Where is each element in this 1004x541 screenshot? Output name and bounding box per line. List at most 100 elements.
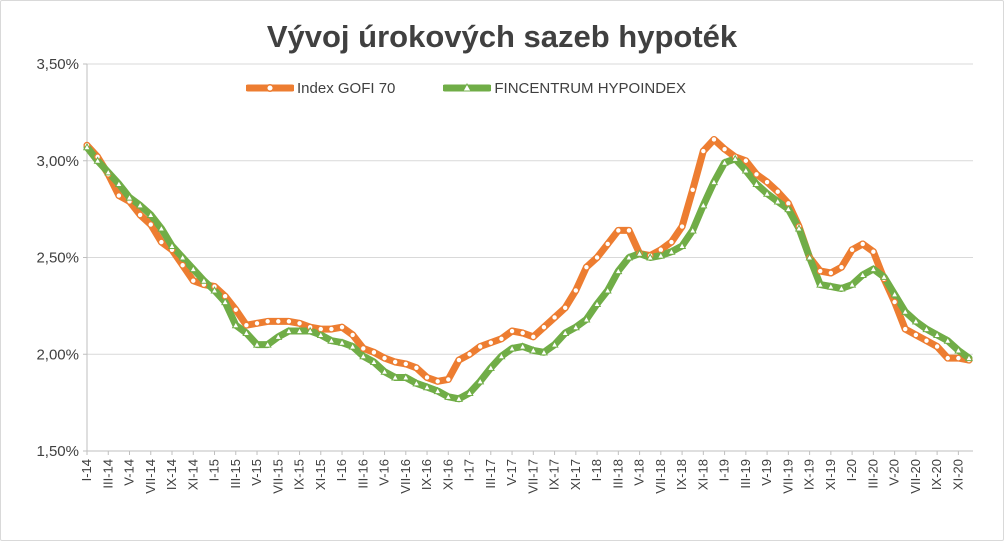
x-tick-label: IX-17 <box>547 459 562 490</box>
data-point-fincentrum <box>688 226 697 234</box>
data-point-gofi <box>583 263 590 271</box>
x-tick-label: VII-16 <box>398 459 413 494</box>
data-point-gofi <box>466 350 473 358</box>
data-point-fincentrum <box>816 280 825 288</box>
data-point-gofi <box>954 354 962 362</box>
x-tick-label: III-19 <box>738 459 753 489</box>
data-point-fincentrum <box>848 280 857 288</box>
data-point-gofi <box>444 376 452 383</box>
data-point-fincentrum <box>359 351 368 360</box>
x-tick-label: VII-14 <box>143 459 158 494</box>
data-point-fincentrum <box>93 156 102 164</box>
data-point-gofi <box>179 261 187 269</box>
data-point-gofi <box>827 269 835 277</box>
data-point-fincentrum <box>337 338 347 346</box>
chart-title: Vývoj úrokových sazeb hypoték <box>266 19 738 54</box>
data-point-gofi <box>721 145 728 153</box>
data-point-fincentrum <box>550 340 559 348</box>
data-point-fincentrum <box>476 377 485 385</box>
x-tick-label: I-19 <box>717 459 732 481</box>
data-point-gofi <box>668 238 675 246</box>
x-tick-label: I-15 <box>207 459 222 481</box>
data-point-fincentrum <box>391 373 400 381</box>
legend-marker-triangle-icon <box>443 82 492 92</box>
data-point-gofi <box>551 314 558 321</box>
data-point-gofi <box>413 364 420 372</box>
data-point-fincentrum <box>731 154 740 162</box>
data-point-fincentrum <box>401 373 410 381</box>
data-point-gofi <box>753 170 760 178</box>
data-point-fincentrum <box>380 367 389 375</box>
x-tick-label: III-14 <box>100 459 115 489</box>
x-tick-label: I-17 <box>462 459 477 481</box>
data-point-fincentrum <box>911 317 920 325</box>
data-point-fincentrum <box>231 320 240 329</box>
data-point-fincentrum <box>869 264 878 273</box>
data-point-fincentrum <box>178 253 187 261</box>
data-point-fincentrum <box>667 247 676 255</box>
data-point-fincentrum <box>699 201 708 209</box>
x-tick-label: III-18 <box>610 459 625 489</box>
x-tick-label: XI-16 <box>440 459 455 490</box>
data-point-gofi <box>115 192 123 199</box>
data-point-fincentrum <box>826 282 835 290</box>
data-point-gofi <box>349 331 357 339</box>
x-tick-label: VII-20 <box>908 459 923 494</box>
data-point-gofi <box>285 317 293 325</box>
data-point-gofi <box>391 358 399 366</box>
data-point-gofi <box>476 343 484 350</box>
data-point-gofi <box>614 227 622 234</box>
data-point-gofi <box>604 240 612 248</box>
data-point-gofi <box>901 325 909 333</box>
data-point-gofi <box>699 147 707 155</box>
data-point-gofi <box>891 298 899 306</box>
data-point-fincentrum <box>582 315 591 323</box>
data-point-fincentrum <box>933 330 942 338</box>
data-point-gofi <box>529 333 537 341</box>
data-point-fincentrum <box>167 241 177 249</box>
y-tick-label: 1,50% <box>36 443 79 460</box>
data-point-gofi <box>848 246 856 254</box>
data-point-fincentrum <box>561 328 570 337</box>
data-point-gofi <box>561 304 569 312</box>
data-point-gofi <box>264 317 272 325</box>
x-tick-label: IX-16 <box>419 459 434 490</box>
data-point-fincentrum <box>890 290 899 298</box>
data-point-gofi <box>912 331 920 339</box>
data-point-gofi <box>625 227 633 234</box>
data-point-gofi <box>933 343 941 350</box>
x-tick-label: XI-19 <box>823 459 838 490</box>
data-point-fincentrum <box>189 264 198 273</box>
data-point-gofi <box>540 323 548 331</box>
data-point-fincentrum <box>210 286 219 294</box>
data-point-gofi <box>434 377 442 385</box>
data-point-fincentrum <box>274 332 283 340</box>
data-point-fincentrum <box>104 168 113 176</box>
data-point-fincentrum <box>763 189 772 197</box>
data-point-gofi <box>774 188 782 196</box>
x-tick-label: VII-15 <box>270 459 285 494</box>
data-point-gofi <box>274 317 282 325</box>
data-point-gofi <box>763 178 771 186</box>
legend-label-fincentrum: FINCENTRUM HYPOINDEX <box>494 79 687 97</box>
data-point-gofi <box>253 319 261 327</box>
data-point-fincentrum <box>635 249 644 257</box>
data-point-gofi <box>242 321 250 329</box>
data-point-gofi <box>869 248 877 256</box>
data-point-gofi <box>370 348 378 356</box>
data-point-gofi <box>136 211 144 219</box>
x-tick-label: XI-17 <box>568 459 583 490</box>
x-tick-label: XI-20 <box>950 459 965 490</box>
data-point-fincentrum <box>752 179 761 188</box>
data-point-fincentrum <box>784 204 793 213</box>
x-tick-label: III-16 <box>355 459 370 489</box>
data-point-fincentrum <box>508 344 517 352</box>
data-point-gofi <box>572 286 580 294</box>
data-point-gofi <box>816 267 824 275</box>
x-tick-label: IX-18 <box>674 459 689 490</box>
data-point-fincentrum <box>465 388 474 397</box>
data-point-gofi <box>859 240 867 248</box>
data-point-fincentrum <box>794 224 804 232</box>
data-point-fincentrum <box>422 382 432 391</box>
